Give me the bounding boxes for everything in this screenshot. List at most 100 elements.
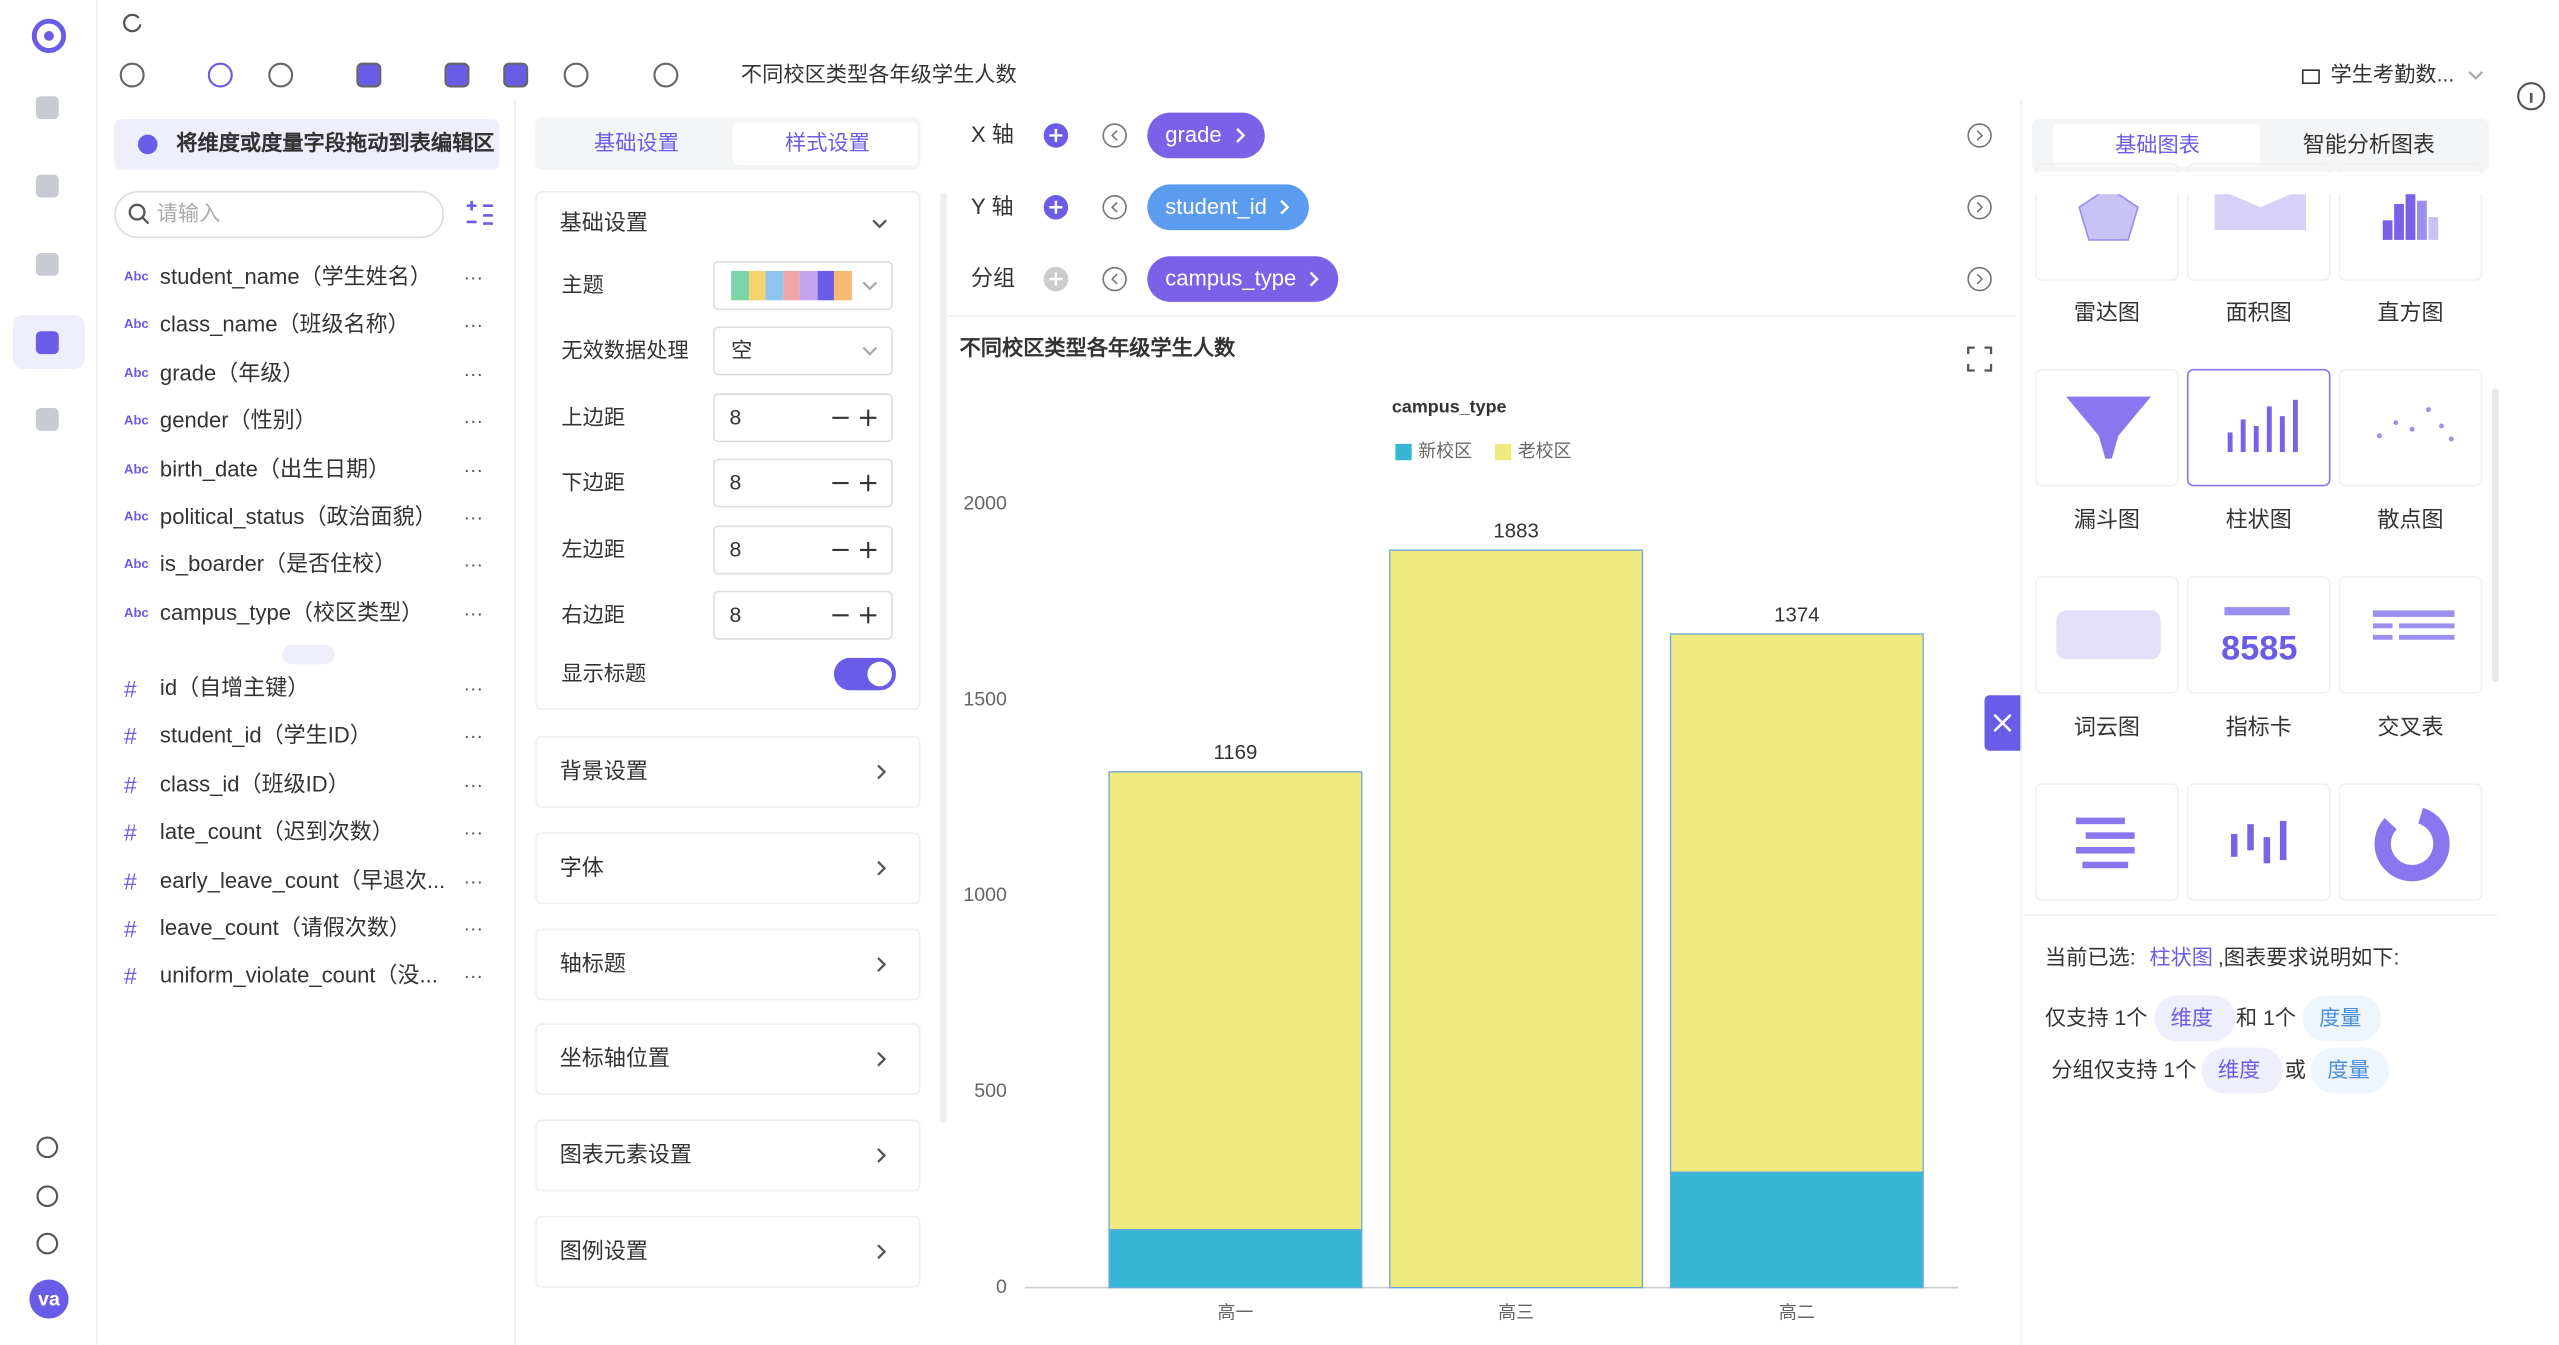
theme-select[interactable] [713, 261, 893, 311]
field-pill[interactable]: grade [1147, 112, 1265, 159]
field-more[interactable]: ··· [463, 409, 484, 433]
collapsed-section[interactable] [535, 1215, 921, 1288]
tab[interactable]: 基础图表 [2115, 132, 2200, 157]
chart-type-card[interactable] [2035, 576, 2179, 694]
stepper[interactable] [831, 474, 880, 494]
field-item[interactable]: is_boarder（是否住校） [159, 552, 397, 577]
tab[interactable]: 基础设置 [594, 130, 679, 156]
toggle[interactable] [833, 657, 896, 691]
toolbar-button[interactable] [653, 62, 679, 88]
collapsed-section[interactable] [535, 736, 921, 808]
field-item[interactable]: leave_count（请假次数） [159, 915, 411, 941]
field-item[interactable]: uniform_violate_count（没... [159, 963, 438, 988]
chart-type-card[interactable] [2338, 783, 2483, 901]
field-item[interactable]: campus_type（校区类型） [159, 600, 424, 625]
field-more[interactable]: ··· [463, 505, 484, 529]
collapsed-section[interactable] [535, 1023, 921, 1096]
field-more[interactable]: ··· [463, 361, 484, 385]
field-item[interactable]: class_id（班级ID） [159, 771, 350, 797]
refresh[interactable] [121, 11, 144, 34]
tab[interactable]: 样式设置 [784, 130, 870, 156]
field-more[interactable]: ··· [463, 313, 484, 337]
chevron[interactable] [871, 1050, 891, 1070]
chart-type-card[interactable] [2186, 368, 2331, 487]
add-calc[interactable] [463, 199, 496, 228]
search-box[interactable] [114, 190, 444, 239]
number-input[interactable] [713, 393, 893, 443]
tab[interactable]: 智能分析图表 [2302, 132, 2435, 157]
field-pill[interactable]: campus_type [1147, 256, 1339, 302]
field-pill[interactable]: student_id [1147, 184, 1310, 231]
nav-icon[interactable] [34, 173, 60, 199]
toolbar-button[interactable] [444, 62, 470, 88]
stepper[interactable] [831, 605, 880, 625]
nav-icon[interactable] [36, 1232, 59, 1255]
chart-type-card[interactable] [2035, 783, 2179, 901]
chart-type-card[interactable] [2186, 163, 2331, 281]
field-more[interactable]: ··· [463, 821, 484, 845]
nav-icon[interactable] [34, 330, 60, 356]
chevron[interactable] [860, 341, 880, 361]
dataset-select[interactable]: 学生考勤数... [2330, 62, 2455, 87]
number-input[interactable] [713, 524, 893, 574]
collapse[interactable] [1102, 122, 1128, 148]
chart-type-card[interactable] [2338, 368, 2483, 487]
nav-icon[interactable] [34, 406, 60, 432]
field-more[interactable]: ··· [463, 601, 484, 625]
field-item[interactable]: student_id（学生ID） [159, 723, 372, 749]
add-field[interactable] [1043, 266, 1069, 292]
field-more[interactable]: ··· [463, 965, 484, 988]
chevron[interactable] [871, 1146, 891, 1166]
chart-type-card[interactable] [2035, 163, 2179, 281]
toolbar-button[interactable] [356, 62, 382, 88]
collapse[interactable] [1102, 194, 1128, 220]
field-more[interactable]: ··· [463, 457, 484, 481]
fullscreen[interactable] [1967, 346, 1993, 372]
info[interactable] [2517, 82, 2546, 111]
toolbar-button[interactable] [503, 62, 529, 88]
chevron[interactable] [860, 276, 880, 296]
invalid-select[interactable] [713, 326, 893, 376]
nav-icon[interactable] [36, 1185, 59, 1208]
section-title[interactable]: 基础设置 [559, 210, 648, 236]
chevron[interactable] [871, 762, 891, 782]
collapsed-section[interactable] [535, 927, 921, 1000]
nav-icon[interactable] [36, 1136, 59, 1159]
chevron[interactable] [871, 954, 891, 974]
nav-icon[interactable] [34, 95, 60, 121]
field-item[interactable]: gender（性别） [159, 408, 317, 433]
nav-icon[interactable] [34, 251, 60, 277]
field-item[interactable]: student_name（学生姓名） [159, 264, 432, 289]
stepper[interactable] [831, 540, 880, 560]
close-icon[interactable] [1993, 713, 2013, 733]
field-item[interactable]: birth_date（出生日期） [159, 456, 391, 481]
chevron[interactable] [2466, 65, 2486, 85]
shelf-menu[interactable] [1967, 266, 1993, 292]
toolbar-button[interactable] [563, 62, 589, 88]
field-item[interactable]: class_name（班级名称） [159, 312, 410, 337]
field-item[interactable]: political_status（政治面貌） [159, 504, 437, 529]
add-field[interactable] [1043, 194, 1069, 220]
field-item[interactable]: late_count（迟到次数） [159, 819, 394, 845]
field-more[interactable]: ··· [463, 266, 484, 289]
field-more[interactable]: ··· [463, 553, 484, 577]
field-more[interactable]: ··· [463, 917, 484, 941]
chart-type-card[interactable] [2186, 783, 2331, 901]
chart-type-card[interactable]: 8585 [2186, 576, 2331, 694]
chevron[interactable] [871, 858, 891, 878]
chart-type-card[interactable] [2338, 163, 2483, 281]
number-input[interactable] [713, 590, 893, 640]
collapsed-section[interactable] [535, 1119, 921, 1192]
field-more[interactable]: ··· [463, 677, 484, 701]
field-more[interactable]: ··· [463, 869, 484, 893]
field-item[interactable]: early_leave_count（早退次... [159, 867, 446, 893]
chart-type-card[interactable] [2035, 368, 2179, 487]
toolbar-button[interactable] [207, 62, 233, 88]
field-item[interactable]: id（自增主键） [159, 675, 310, 701]
field-more[interactable]: ··· [463, 773, 484, 797]
shelf-menu[interactable] [1967, 194, 1993, 220]
avatar[interactable] [29, 1279, 69, 1319]
field-item[interactable]: grade（年级） [159, 360, 305, 385]
shelf-menu[interactable] [1967, 122, 1993, 148]
toolbar-button[interactable] [119, 62, 145, 88]
